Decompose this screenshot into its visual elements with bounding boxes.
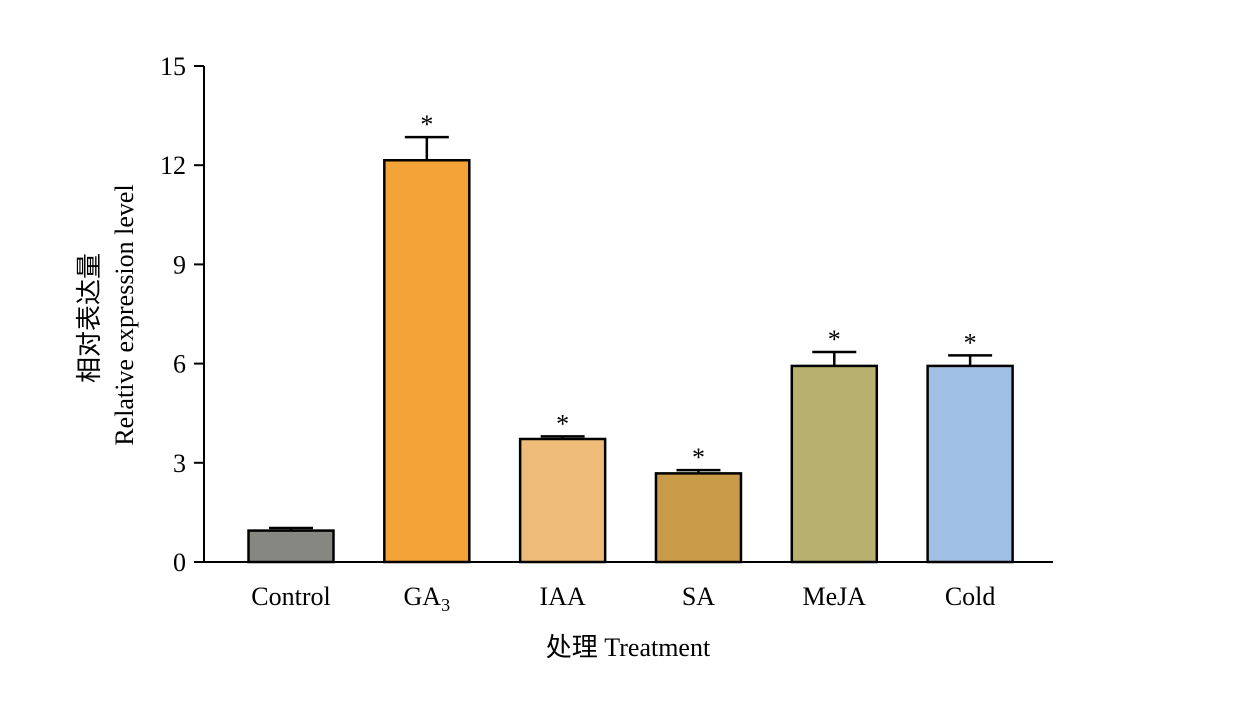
x-axis-label: 处理 Treatment [546,633,711,662]
x-tick-label: MeJA [803,582,867,611]
y-tick-label: 0 [173,548,186,577]
bar-control [247,529,335,564]
y-tick-label: 12 [160,151,186,180]
x-tick-label: GA3 [404,582,451,615]
bar-iaa [518,437,607,564]
y-axis-label-en: Relative expression level [110,184,139,445]
x-tick-label: Cold [945,582,996,611]
significance-marker: * [420,110,433,139]
axes: 0 3 6 9 12 15 Control GA3 IAA SA MeJA Cold [160,52,1053,615]
bar-meja [790,364,879,564]
y-axis-label-cn: 相对表达量 [75,253,104,383]
y-tick-label: 6 [173,350,186,379]
bar-ga [383,158,471,564]
y-tick-label: 3 [173,449,186,478]
x-tick-label: IAA [540,582,586,611]
x-tick-label: Control [251,582,330,611]
significance-marker: * [556,409,569,438]
bar-sa [654,472,743,564]
labels: 处理 Treatment 相对表达量 Relative expression l… [75,184,711,662]
bar-cold [926,364,1014,564]
x-tick-label: SA [682,582,715,611]
y-tick-label: 15 [160,52,186,81]
significance-marker: * [692,443,705,472]
bars: * * * * * [247,110,1014,564]
y-tick-label: 9 [173,250,186,279]
significance-marker: * [964,328,977,357]
significance-marker: * [828,325,841,354]
